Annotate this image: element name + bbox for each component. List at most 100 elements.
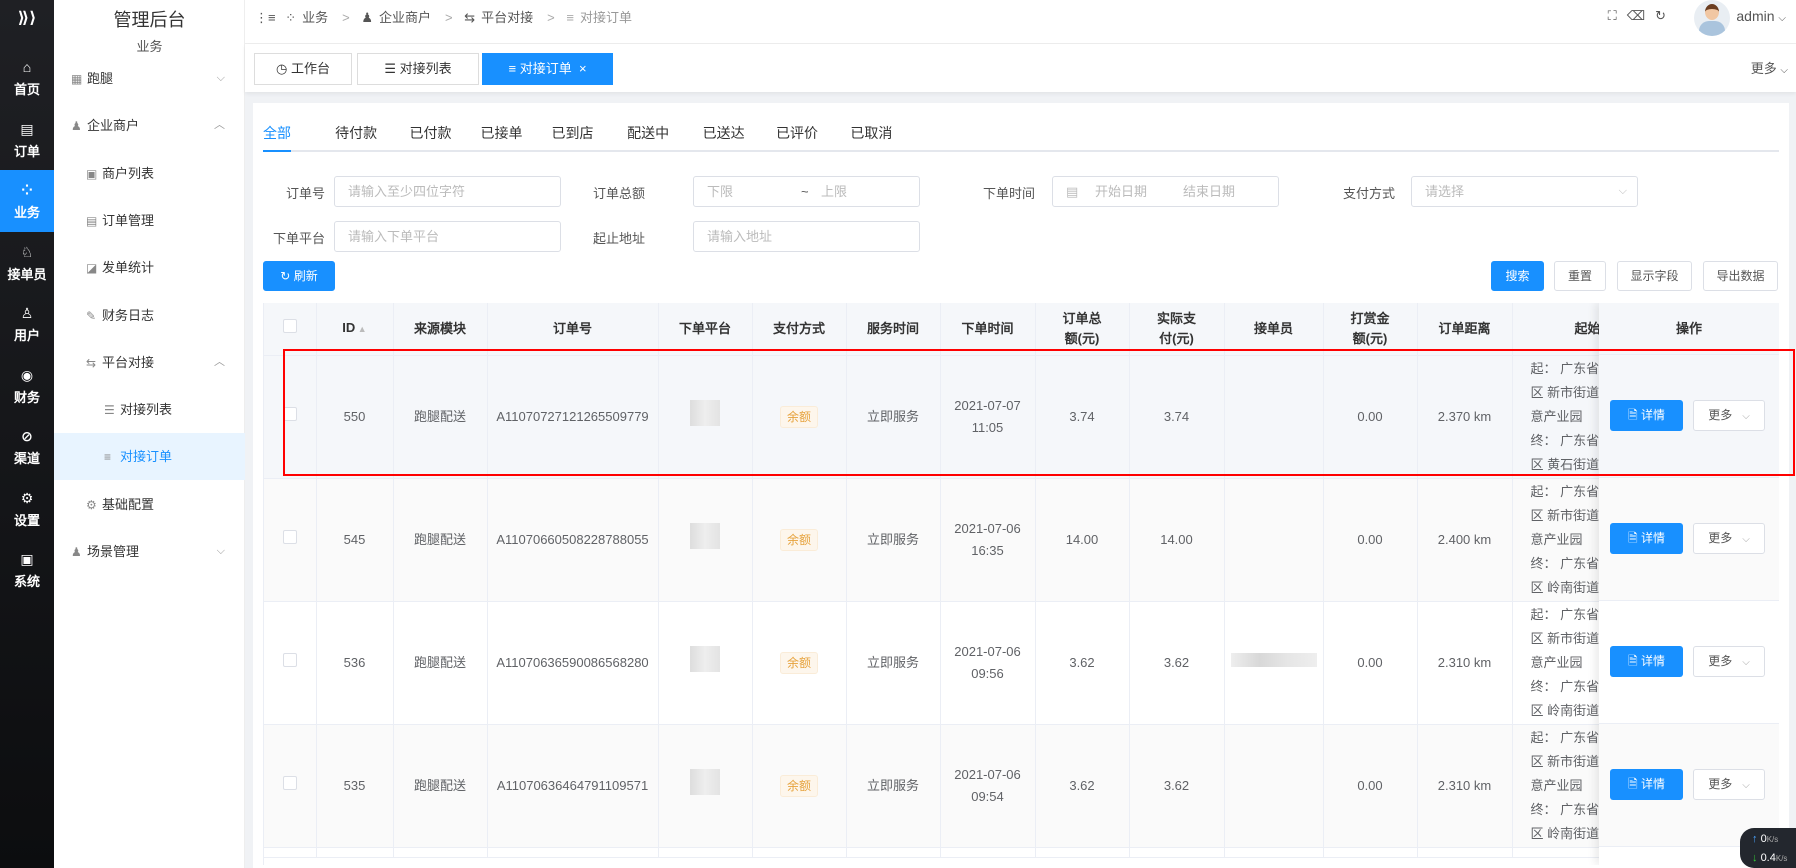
address-line: 意产业园 <box>1530 654 1583 670</box>
tab-workbench[interactable]: ◷ 工作台 <box>254 53 352 85</box>
more-dropdown-button[interactable]: 更多 ⌵ <box>1693 646 1765 677</box>
sort-icon[interactable]: ▲ <box>355 324 367 335</box>
service-time-cell: 立即服务 <box>846 478 941 602</box>
menu-item[interactable]: ◪ 发单统计 <box>54 244 245 291</box>
order-date: 2021-07-06 <box>954 520 1021 536</box>
total-range-input[interactable]: 下限 ~ 上限 <box>693 176 920 207</box>
column-header[interactable]: ID ▲ <box>316 303 394 356</box>
platform-input[interactable]: 请输入下单平台 <box>334 221 561 252</box>
display-fields-button[interactable]: 显示字段 <box>1617 261 1692 291</box>
table-row[interactable]: 535 跑腿配送 A11070636464791109571 余额 立即服务 2021-0… <box>264 724 1773 848</box>
row-checkbox[interactable] <box>282 406 297 421</box>
menu-item[interactable]: ⇆ 平台对接 ︿ <box>54 339 245 386</box>
row-checkbox[interactable] <box>282 775 297 790</box>
rail-item-rider[interactable]: ♘ 接单员 <box>0 232 54 294</box>
status-tab[interactable]: 配送中 <box>627 125 670 141</box>
channel-icon: ⊘ <box>21 428 33 444</box>
address-label: 起止地址 <box>592 231 645 246</box>
menu-item[interactable]: ⚙ 基础配置 <box>54 481 245 528</box>
date-range-input[interactable]: ▤ 开始日期 结束日期 <box>1052 176 1279 207</box>
settings-icon: ⚙ <box>20 489 34 506</box>
rail-item-user[interactable]: ♙ 用户 <box>0 293 54 355</box>
breadcrumb-item[interactable]: 平台对接 <box>481 10 534 25</box>
pay-method-label: 支付方式 <box>1342 186 1395 201</box>
fullscreen-icon[interactable]: ⛶ <box>1607 8 1627 23</box>
select-all-checkbox[interactable] <box>282 318 297 333</box>
menu-item[interactable]: ☰ 对接列表 <box>54 386 245 433</box>
table-row[interactable]: 536 跑腿配送 A11070636590086568280 余额 立即服务 2021-0… <box>264 601 1773 725</box>
refresh-icon[interactable]: ↻ <box>1655 8 1676 23</box>
detail-button[interactable]: 🗎 详情 <box>1610 646 1683 677</box>
menu-item[interactable]: ▦ 跑腿 ⌵ <box>54 55 245 102</box>
empty-cell <box>658 847 753 858</box>
menu-item[interactable]: ▣ 商户列表 <box>54 150 245 197</box>
menu-item-label: 平台对接 <box>102 354 155 370</box>
tab-docking-orders[interactable]: ≡ 对接订单 × <box>482 53 613 85</box>
tab-docking-list[interactable]: ☰ 对接列表 <box>357 53 479 85</box>
more-dropdown-button[interactable]: 更多 ⌵ <box>1693 769 1765 800</box>
rail-item-business[interactable]: ⁘ 业务 <box>0 170 54 232</box>
menu-item[interactable]: ≡ 对接订单 <box>54 433 245 481</box>
empty-cell <box>316 847 394 858</box>
rail-item-settings[interactable]: ⚙ 设置 <box>0 478 54 540</box>
id-cell: 545 <box>316 478 394 602</box>
address-input[interactable]: 请输入地址 <box>693 221 920 252</box>
detail-button[interactable]: 🗎 详情 <box>1610 400 1683 431</box>
column-header-label: 支付方式 <box>772 320 825 336</box>
more-tabs-dropdown[interactable]: 更多 ⌵ <box>1751 58 1788 77</box>
table-row[interactable] <box>264 847 1773 858</box>
table-row[interactable]: 545 跑腿配送 A11070660508228788055 余额 立即服务 2021-0… <box>264 478 1773 602</box>
source-cell: 跑腿配送 <box>393 478 488 602</box>
status-tab[interactable]: 已到店 <box>551 125 594 141</box>
order-no-input[interactable]: 请输入至少四位字符 <box>334 176 561 207</box>
id-cell: 550 <box>316 355 394 479</box>
breadcrumb-item[interactable]: 业务 <box>302 10 329 25</box>
search-button[interactable]: 搜索 <box>1491 261 1544 291</box>
range-separator: ~ <box>801 184 809 199</box>
status-tab[interactable]: 全部 <box>263 125 291 152</box>
menu-icon: ▤ <box>86 213 98 228</box>
table-row[interactable]: 550 跑腿配送 A11070727121265509779 余额 立即服务 2021-0… <box>264 355 1773 479</box>
button-label: 更多 <box>1708 408 1733 422</box>
user-menu[interactable]: admin ⌵ <box>1736 8 1786 24</box>
status-tab[interactable]: 已送达 <box>702 125 745 141</box>
breadcrumb-item[interactable]: 企业商户 <box>379 10 432 25</box>
rail-item-finance[interactable]: ◉ 财务 <box>0 355 54 417</box>
close-icon[interactable]: × <box>578 61 587 76</box>
collapse-menu-icon[interactable]: ⋮≡ <box>255 10 276 25</box>
clear-cache-icon[interactable]: ⌫ <box>1626 8 1656 23</box>
detail-button[interactable]: 🗎 详情 <box>1610 523 1683 554</box>
more-dropdown-button[interactable]: 更多 ⌵ <box>1693 523 1765 554</box>
status-tab[interactable]: 已取消 <box>850 125 893 141</box>
detail-button[interactable]: 🗎 详情 <box>1610 769 1683 800</box>
order-time: 11:05 <box>971 419 1004 435</box>
order-time-cell: 2021-07-06 16:35 <box>940 478 1036 602</box>
blurred-platform <box>690 523 720 549</box>
status-tabs: 全部 待付款 已付款 已接单 已到店 配送中 已送达 已评价 已取消 <box>263 115 1779 152</box>
avatar[interactable] <box>1694 0 1730 36</box>
menu-item[interactable]: ✎ 财务日志 <box>54 292 245 339</box>
status-tab[interactable]: 待付款 <box>335 125 378 141</box>
row-checkbox[interactable] <box>282 529 297 544</box>
rail-item-channel[interactable]: ⊘ 渠道 <box>0 416 54 478</box>
menu-item[interactable]: ▤ 订单管理 <box>54 197 245 244</box>
menu-item[interactable]: ♟ 场景管理 ⌵ <box>54 528 245 575</box>
menu-item[interactable]: ♟ 企业商户 ︿ <box>54 102 245 149</box>
crumb-icon: ⇆ <box>464 10 476 25</box>
reset-button[interactable]: 重置 <box>1554 261 1606 291</box>
menu-item-label: 场景管理 <box>87 544 140 559</box>
rail-item-order[interactable]: ▤ 订单 <box>0 109 54 171</box>
export-button[interactable]: 导出数据 <box>1703 261 1778 291</box>
row-checkbox[interactable] <box>282 652 297 667</box>
refresh-button[interactable]: ↻ 刷新 <box>263 261 335 291</box>
tab-label: 工作台 <box>290 61 330 76</box>
pay-method-select[interactable]: 请选择 ⌵ <box>1411 176 1638 207</box>
status-tab[interactable]: 已接单 <box>480 125 523 141</box>
column-header: 实际支付(元) <box>1129 303 1225 356</box>
rail-item-system[interactable]: ▣ 系统 <box>0 539 54 601</box>
column-header: 订单号 <box>487 303 659 356</box>
more-dropdown-button[interactable]: 更多 ⌵ <box>1693 400 1765 431</box>
status-tab[interactable]: 已付款 <box>409 125 452 141</box>
rail-item-home[interactable]: ⌂ 首页 <box>0 47 54 109</box>
status-tab[interactable]: 已评价 <box>775 125 818 141</box>
